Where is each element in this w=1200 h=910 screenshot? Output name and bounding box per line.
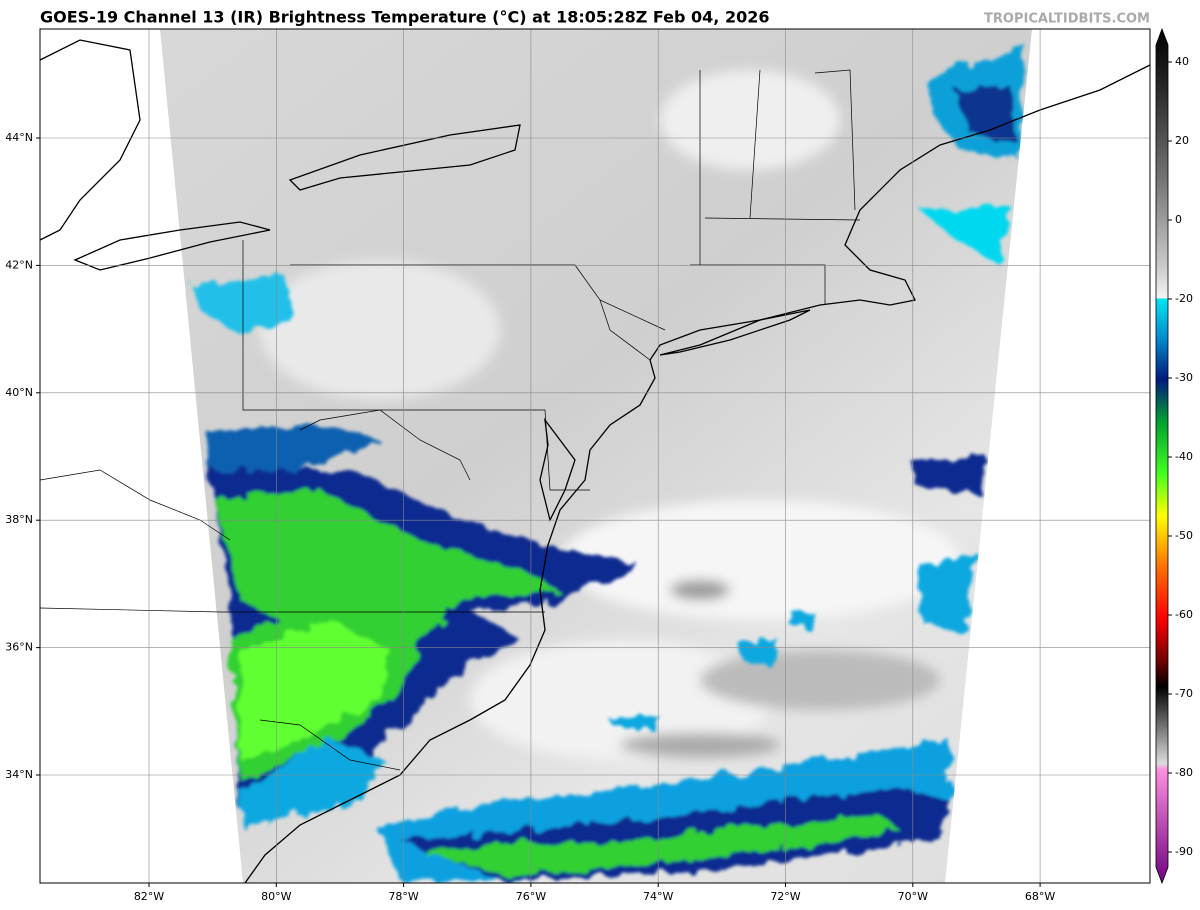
latitude-label: 44°N bbox=[5, 131, 33, 144]
longitude-label: 74°W bbox=[643, 890, 673, 903]
latitude-label: 38°N bbox=[5, 513, 33, 526]
latitude-label: 40°N bbox=[5, 386, 33, 399]
colorbar-tick-label: -60 bbox=[1175, 608, 1193, 621]
state-borders bbox=[40, 69, 861, 771]
colorbar-tick-label: -80 bbox=[1175, 766, 1193, 779]
colorbar-tick-label: -50 bbox=[1175, 529, 1193, 542]
satellite-imagery bbox=[160, 29, 1032, 883]
cold-cloud-tops bbox=[190, 45, 1025, 880]
longitude-label: 72°W bbox=[770, 890, 800, 903]
latitude-label: 42°N bbox=[5, 258, 33, 271]
colorbar-tick-label: -30 bbox=[1175, 371, 1193, 384]
latitude-label: 34°N bbox=[5, 768, 33, 781]
longitude-label: 80°W bbox=[261, 890, 291, 903]
title: GOES-19 Channel 13 (IR) Brightness Tempe… bbox=[40, 8, 769, 27]
colorbar-tick-label: -20 bbox=[1175, 292, 1193, 305]
colorbar bbox=[1155, 27, 1169, 885]
longitude-label: 76°W bbox=[516, 890, 546, 903]
longitude-label: 82°W bbox=[134, 890, 164, 903]
coastlines bbox=[40, 39, 1150, 883]
map-area bbox=[40, 29, 1150, 883]
colorbar-tick-label: 40 bbox=[1175, 55, 1189, 68]
longitude-label: 78°W bbox=[388, 890, 418, 903]
latitude-label: 36°N bbox=[5, 641, 33, 654]
watermark: TROPICALTIDBITS.COM bbox=[984, 12, 1150, 27]
colorbar-tick-label: -90 bbox=[1175, 845, 1193, 858]
graticule bbox=[40, 29, 1150, 883]
map-frame bbox=[39, 28, 1151, 884]
colorbar-tick-label: -70 bbox=[1175, 687, 1193, 700]
longitude-label: 70°W bbox=[898, 890, 928, 903]
bright-areas bbox=[260, 70, 960, 760]
colorbar-tick-label: -40 bbox=[1175, 450, 1193, 463]
longitude-label: 68°W bbox=[1025, 890, 1055, 903]
colorbar-tick-label: 20 bbox=[1175, 134, 1189, 147]
colorbar-tick-label: 0 bbox=[1175, 213, 1182, 226]
